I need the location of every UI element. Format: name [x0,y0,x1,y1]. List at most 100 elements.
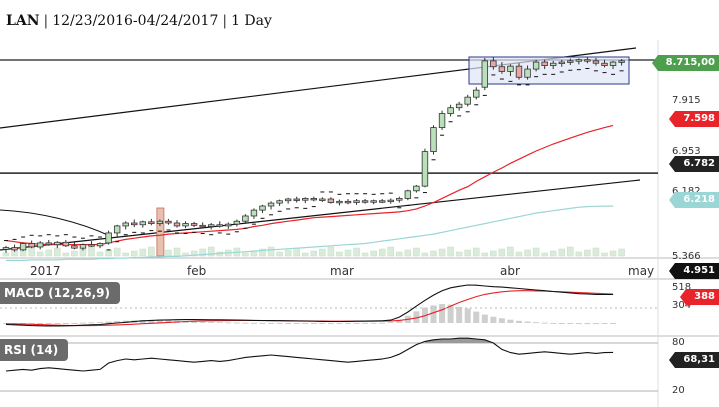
macd-histogram-bar [45,323,52,325]
candle-body [165,220,172,224]
candle-body [404,190,412,199]
volume-bar [413,247,420,257]
macd-histogram-bar [319,323,326,324]
x-label-abr: abr [500,264,520,278]
macd-histogram-bar [592,323,599,325]
volume-bar [28,246,35,257]
candle-body [618,60,625,63]
macd-histogram-bar [156,320,163,323]
macd-histogram-bar [293,323,300,324]
candle-body [507,65,514,72]
volume-bar [113,247,121,257]
volume-bar [148,246,155,257]
volume-bar [242,252,249,257]
volume-bar [173,247,181,257]
candle-body [455,103,463,109]
candle-body [481,60,488,88]
interval-label: 1 Day [231,13,272,29]
candle-body [430,127,437,152]
candle-body [353,200,360,203]
macd-histogram-bar [516,320,522,323]
volume-bar [618,248,625,257]
candle-body [447,107,454,114]
volume-tag: 4.951 [669,263,719,279]
candle-body [182,223,189,227]
macd-panel-label[interactable]: MACD (12,26,9) [0,282,121,304]
macd-histogram-bar [276,322,283,324]
volume-bar [302,252,309,257]
macd-histogram-bar [97,322,104,324]
volume-bar [310,250,318,257]
volume-bar [601,252,608,257]
candle-body [62,241,70,247]
candle-body [156,220,164,224]
macd-histogram-bar [558,323,565,324]
candle-body [113,225,121,234]
price-tick-3: 6.182 [672,186,701,197]
volume-bar [131,250,138,257]
candle-body [79,244,87,249]
candle-body [276,200,283,204]
candle-body [302,198,309,201]
candle-body [319,198,326,201]
volume-bar [524,249,531,257]
macd-histogram-bar [225,322,232,324]
candle-body [609,61,617,66]
candle-body [45,242,52,246]
candle-body [584,59,591,62]
candle-body [310,198,317,201]
candle-body [515,65,523,78]
volume-bar [567,246,574,257]
volume-bar [96,251,104,257]
volume-bar [88,246,95,257]
macd-histogram-bar [285,323,292,324]
macd-histogram-bar [37,323,44,325]
rsi-panel-label[interactable]: RSI (14) [0,339,69,361]
candle-body [473,89,480,98]
candle-body [464,96,471,105]
macd-histogram-bar [575,323,582,325]
candle-body [190,223,198,226]
price-tick-4: 5.366 [672,251,701,262]
volume-bar [507,246,514,257]
volume-bar [54,247,61,257]
macd-histogram-bar [430,305,437,323]
x-label-may: may [628,264,655,278]
macd-histogram-bar [242,322,249,324]
macd-histogram-bar [79,322,86,324]
macd-line [5,284,614,327]
macd-tag: 388 [680,289,719,305]
macd-histogram-bar [114,321,121,323]
volume-bar [549,250,557,257]
macd-tick-mid: 304 [672,300,692,311]
chart-header: LAN | 12/23/2016-04/24/2017 | 1 Day [6,13,272,29]
candle-body [54,241,61,246]
candle-body [592,60,600,64]
macd-histogram-bar [490,316,497,323]
volume-bar [430,250,437,257]
candle-body [173,222,181,227]
candle-body [37,242,44,248]
macd-histogram-bar [447,304,454,323]
candle-body [2,247,10,250]
candle-body [131,222,138,226]
macd-histogram-bar [362,322,369,324]
macd-histogram-bar [233,322,240,324]
volume-bar [421,252,429,257]
macd-histogram-bar [396,319,403,323]
volume-bar [319,248,326,257]
volume-bar [2,252,10,257]
candle-body [11,247,18,251]
volume-bar [541,252,548,257]
volume-bar [327,246,335,257]
volume-bar [11,250,18,257]
candle-body [148,221,155,224]
rsi-tick-80: 80 [672,337,685,348]
volume-bar [284,249,292,257]
rsi-tag: 68,31 [669,352,719,368]
candle-body [105,232,112,244]
volume-bar [105,249,112,257]
candle-body [225,223,232,227]
macd-histogram-bar [541,322,548,324]
volume-bar [378,248,386,257]
